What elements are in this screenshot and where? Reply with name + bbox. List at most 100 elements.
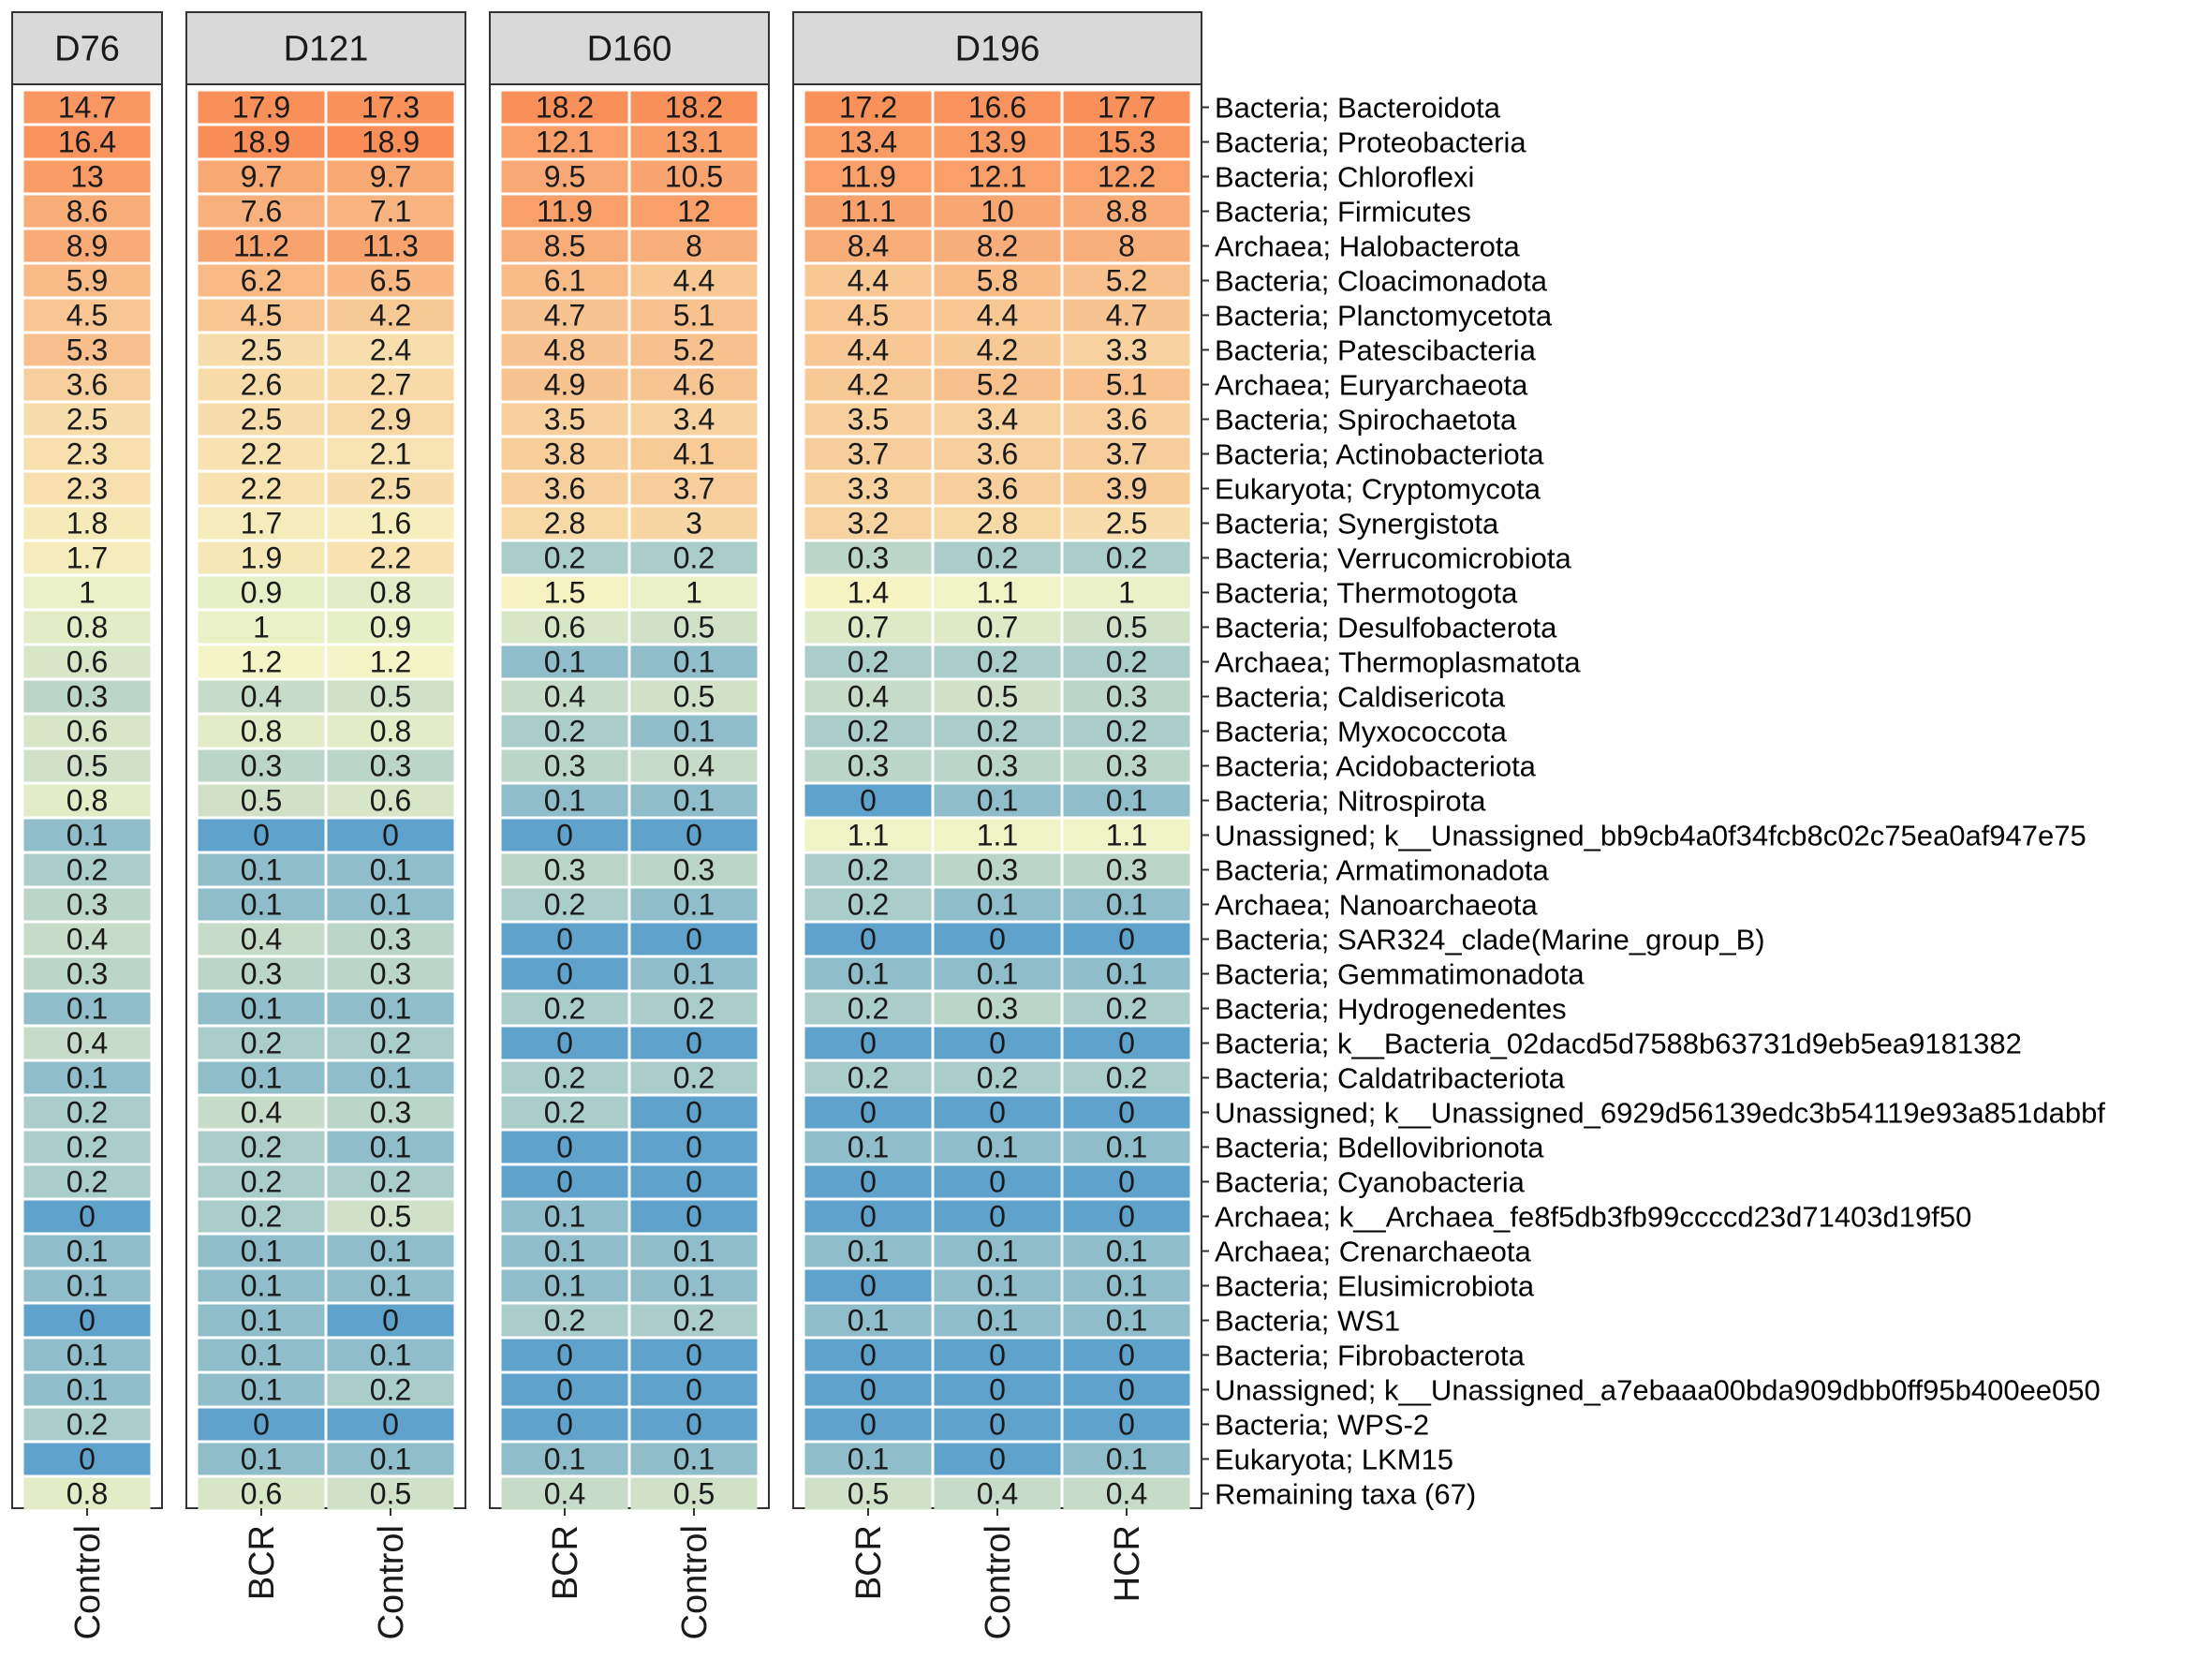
heatmap-cell xyxy=(934,888,1061,921)
cell-value: 0.3 xyxy=(66,680,108,714)
heatmap-cell xyxy=(630,1477,758,1510)
cell-value: 0 xyxy=(556,1131,573,1164)
cell-value: 0 xyxy=(989,1200,1006,1234)
cell-value: 14.7 xyxy=(58,91,116,125)
heatmap-cell xyxy=(630,1027,758,1059)
cell-value: 0 xyxy=(989,923,1006,956)
cell-value: 3.5 xyxy=(544,403,585,437)
heatmap-cell xyxy=(327,853,454,886)
column-label: BCR xyxy=(849,1525,889,1600)
cell-value: 6.5 xyxy=(370,264,411,298)
cell-value: 0.4 xyxy=(241,923,282,956)
heatmap-cell xyxy=(1063,853,1190,886)
heatmap-cell xyxy=(934,299,1061,332)
cell-value: 0.5 xyxy=(1106,611,1147,644)
heatmap-cell xyxy=(1063,645,1190,678)
cell-value: 0.1 xyxy=(848,1304,889,1338)
cell-value: 0.2 xyxy=(66,1096,108,1130)
heatmap-cell xyxy=(327,1373,454,1406)
heatmap-cell xyxy=(630,992,758,1025)
heatmap-cell xyxy=(804,1096,932,1129)
heatmap-cell xyxy=(198,1027,325,1059)
cell-value: 0.1 xyxy=(370,1061,411,1095)
heatmap-cell xyxy=(1063,888,1190,921)
heatmap-cell xyxy=(1063,1235,1190,1267)
heatmap-cell xyxy=(934,1373,1061,1406)
row-label: Bacteria; Patescibacteria xyxy=(1215,334,1537,367)
cell-value: 0.1 xyxy=(66,1269,108,1303)
heatmap-cell xyxy=(804,1269,932,1302)
row-label: Bacteria; Armatimonadota xyxy=(1215,854,1549,887)
cell-value: 0 xyxy=(382,819,399,852)
heatmap-cell xyxy=(630,611,758,644)
heatmap-cell xyxy=(934,1096,1061,1129)
cell-value: 0 xyxy=(556,819,573,852)
row-label: Unassigned; k__Unassigned_bb9cb4a0f34fcb… xyxy=(1215,820,2087,852)
heatmap-cell xyxy=(501,1408,628,1441)
cell-value: 0.3 xyxy=(848,541,889,575)
heatmap-cell xyxy=(327,1165,454,1198)
heatmap-cell xyxy=(804,437,932,470)
cell-value: 0 xyxy=(556,1165,573,1199)
heatmap-cell xyxy=(327,680,454,713)
cell-value: 3.6 xyxy=(544,472,585,506)
heatmap-cell xyxy=(198,1235,325,1267)
heatmap-cell xyxy=(198,472,325,505)
heatmap-cell xyxy=(934,126,1061,158)
heatmap-cell xyxy=(934,784,1061,817)
heatmap-cell xyxy=(327,1477,454,1510)
cell-value: 0.5 xyxy=(241,784,282,818)
facet-strip-label: D196 xyxy=(955,30,1040,69)
row-label: Archaea; Nanoarchaeota xyxy=(1215,889,1538,922)
cell-value: 2.3 xyxy=(66,472,108,506)
cell-value: 0.2 xyxy=(848,992,889,1026)
cell-value: 4.4 xyxy=(848,333,889,367)
cell-value: 2.2 xyxy=(241,472,282,506)
cell-value: 0 xyxy=(686,1408,702,1442)
cell-value: 0 xyxy=(1118,1339,1135,1372)
row-label: Bacteria; SAR324_clade(Marine_group_B) xyxy=(1215,924,1765,956)
heatmap-cell xyxy=(1063,403,1190,436)
cell-value: 0 xyxy=(686,1339,702,1372)
heatmap-cell xyxy=(501,611,628,644)
cell-value: 0.1 xyxy=(241,1061,282,1095)
cell-value: 0.9 xyxy=(241,576,282,610)
heatmap-cell xyxy=(804,715,932,748)
heatmap-cell xyxy=(1063,923,1190,955)
cell-value: 4.4 xyxy=(977,299,1018,333)
cell-value: 0.2 xyxy=(241,1131,282,1164)
column-label: BCR xyxy=(243,1525,282,1600)
cell-value: 0.1 xyxy=(241,1443,282,1476)
column-label: Control xyxy=(372,1525,411,1640)
cell-value: 0.2 xyxy=(66,1408,108,1442)
cell-value: 8.5 xyxy=(544,230,585,263)
heatmap-cell xyxy=(327,957,454,990)
cell-value: 2.5 xyxy=(66,403,108,437)
row-label: Bacteria; Desulfobacterota xyxy=(1215,612,1557,644)
row-label: Bacteria; Hydrogenedentes xyxy=(1215,993,1567,1026)
heatmap-cell xyxy=(23,749,151,782)
cell-value: 0.4 xyxy=(673,749,715,783)
cell-value: 4.7 xyxy=(1106,299,1147,333)
heatmap-cell xyxy=(804,230,932,262)
cell-value: 3.4 xyxy=(977,403,1018,437)
heatmap-cell xyxy=(23,888,151,921)
heatmap-cell xyxy=(327,126,454,158)
cell-value: 0.5 xyxy=(977,680,1018,714)
cell-value: 12.1 xyxy=(536,126,594,159)
cell-value: 0.3 xyxy=(544,853,585,887)
heatmap-cell xyxy=(198,91,325,124)
row-label: Bacteria; Synergistota xyxy=(1215,508,1499,541)
cell-value: 1 xyxy=(79,576,96,610)
heatmap-cell xyxy=(501,1096,628,1129)
heatmap-cell xyxy=(630,1443,758,1475)
cell-value: 13 xyxy=(70,160,104,194)
cell-value: 0.1 xyxy=(1106,1269,1147,1303)
heatmap-cell xyxy=(501,1200,628,1233)
heatmap-cell xyxy=(1063,1061,1190,1094)
cell-value: 0.1 xyxy=(673,1269,715,1303)
heatmap-cell xyxy=(327,749,454,782)
cell-value: 0.5 xyxy=(673,680,715,714)
column-label: HCR xyxy=(1108,1525,1147,1602)
